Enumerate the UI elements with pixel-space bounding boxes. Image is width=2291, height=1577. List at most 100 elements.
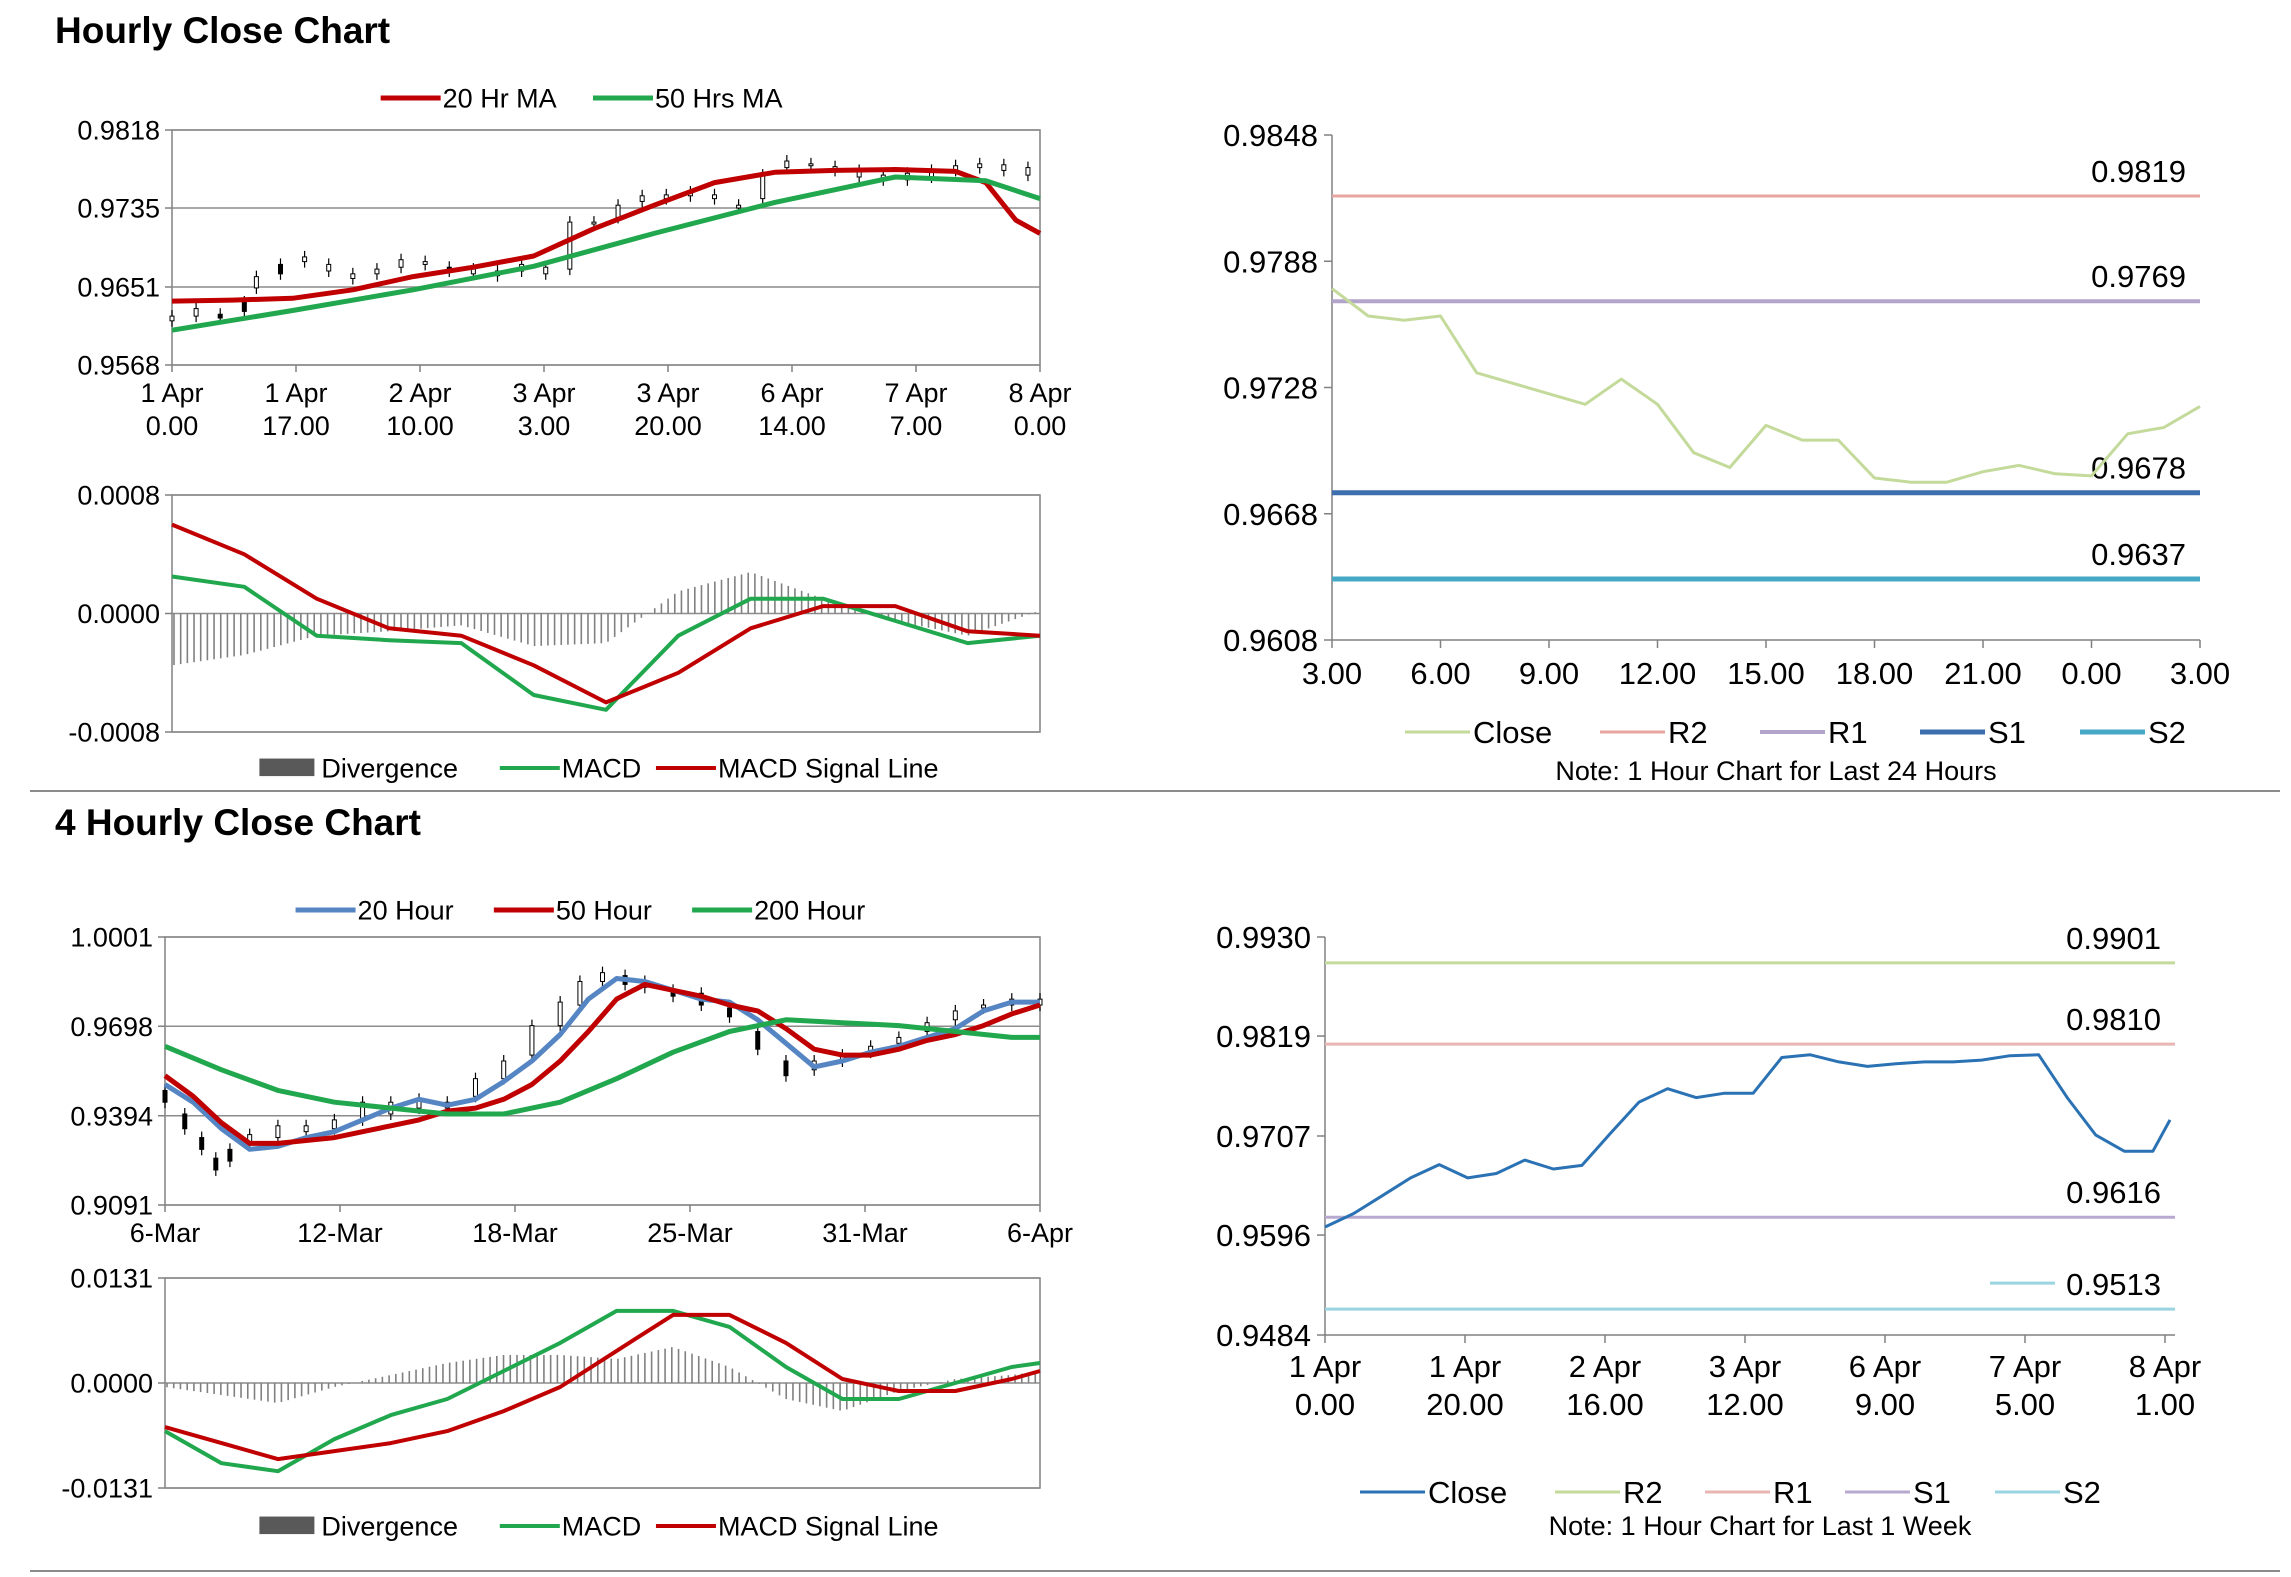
y-tick-label: 0.0131 bbox=[70, 1264, 153, 1294]
candle-body bbox=[760, 174, 766, 200]
x-tick-label: 6-Apr bbox=[1007, 1218, 1073, 1248]
candle-body bbox=[213, 1157, 219, 1171]
legend-label-s2: S2 bbox=[2148, 715, 2186, 750]
candle-body bbox=[727, 1007, 733, 1018]
candle-body bbox=[808, 163, 814, 167]
y-tick-label: 0.0000 bbox=[77, 599, 160, 629]
series-20-hour bbox=[163, 976, 1040, 1152]
candle-body bbox=[422, 261, 428, 265]
y-tick-label: 0.9818 bbox=[77, 116, 160, 146]
legend-label-divergence: Divergence bbox=[321, 754, 458, 784]
level-label-s1: 0.9678 bbox=[2091, 451, 2186, 486]
x-tick-label: 3.00 bbox=[1302, 656, 1362, 691]
x-tick-label: 7 Apr bbox=[1989, 1349, 2061, 1384]
candle-body bbox=[350, 273, 356, 280]
candle-body bbox=[1025, 167, 1031, 176]
legend-label-50-hrs-ma: 50 Hrs MA bbox=[655, 84, 783, 114]
y-tick-label: 0.9707 bbox=[1216, 1119, 1311, 1154]
legend-label-divergence: Divergence bbox=[321, 1512, 458, 1542]
candle-body bbox=[227, 1148, 233, 1162]
y-tick-label: 0.9596 bbox=[1216, 1218, 1311, 1253]
x-tick-label: 14.00 bbox=[758, 411, 826, 441]
candle-body bbox=[302, 256, 308, 263]
y-tick-label: 0.9848 bbox=[1223, 118, 1318, 153]
x-tick-label: 3.00 bbox=[518, 411, 571, 441]
candle-body bbox=[241, 301, 247, 312]
legend-label-s1: S1 bbox=[1988, 715, 2026, 750]
candle-body bbox=[615, 204, 621, 218]
y-tick-label: 0.9608 bbox=[1223, 623, 1318, 658]
candle-body bbox=[278, 263, 283, 275]
series-macd-signal-line bbox=[171, 522, 1041, 705]
candle-body bbox=[952, 1010, 958, 1021]
candle-body bbox=[639, 195, 645, 202]
series-close bbox=[1331, 287, 2201, 484]
candle-body bbox=[896, 1036, 902, 1044]
y-tick-label: 0.9568 bbox=[77, 351, 160, 381]
series-200-hour bbox=[164, 1017, 1040, 1117]
section-divider bbox=[30, 790, 2280, 792]
candle-body bbox=[981, 1004, 987, 1009]
y-tick-label: 0.9698 bbox=[70, 1012, 153, 1042]
x-tick-label: 8 Apr bbox=[2129, 1349, 2201, 1384]
series-macd bbox=[164, 1308, 1041, 1474]
legend-label-macd-signal-line: MACD Signal Line bbox=[718, 754, 939, 784]
bottom-divider bbox=[30, 1570, 2280, 1572]
candle-body bbox=[253, 276, 259, 289]
legend-label-close: Close bbox=[1428, 1475, 1507, 1510]
y-tick-label: 0.9668 bbox=[1223, 497, 1318, 532]
y-tick-label: 0.0000 bbox=[70, 1369, 153, 1399]
legend-swatch-divergence bbox=[259, 758, 315, 777]
x-tick-label: 6.00 bbox=[1410, 656, 1470, 691]
x-tick-label: 20.00 bbox=[1426, 1387, 1504, 1422]
legend-swatch-divergence bbox=[259, 1516, 315, 1535]
y-tick-label: 0.9735 bbox=[77, 194, 160, 224]
x-tick-label: 6-Mar bbox=[130, 1218, 201, 1248]
hourly-macd-chart: 0.0008 0.0000 -0.0008 Divergence MACD MACD Si… bbox=[68, 481, 1041, 784]
series-50-hour bbox=[163, 981, 1041, 1146]
x-tick-label: 3.00 bbox=[2170, 656, 2230, 691]
legend-label-macd: MACD bbox=[562, 754, 642, 784]
x-tick-label: 1.00 bbox=[2135, 1387, 2195, 1422]
series-macd bbox=[171, 574, 1041, 712]
x-tick-label: 18-Mar bbox=[472, 1218, 558, 1248]
x-tick-label: 10.00 bbox=[386, 411, 454, 441]
y-tick-label: 0.9394 bbox=[70, 1101, 153, 1131]
x-tick-label: 2 Apr bbox=[388, 378, 451, 408]
candle-body bbox=[472, 1078, 478, 1097]
candle-body bbox=[1001, 164, 1007, 171]
series-macd-signal-line bbox=[164, 1312, 1041, 1462]
legend-label-r2: R2 bbox=[1623, 1475, 1663, 1510]
legend-label-r2: R2 bbox=[1668, 715, 1708, 750]
x-tick-label: 3 Apr bbox=[512, 378, 575, 408]
level-label-s1: 0.9616 bbox=[2066, 1175, 2161, 1210]
y-tick-label: 0.9651 bbox=[77, 273, 160, 303]
candle-body bbox=[557, 1001, 563, 1027]
candle-body bbox=[600, 972, 605, 982]
legend-label-s2: S2 bbox=[2063, 1475, 2101, 1510]
x-tick-label: 25-Mar bbox=[647, 1218, 733, 1248]
y-tick-label: -0.0008 bbox=[68, 718, 160, 748]
candle-body bbox=[543, 266, 549, 275]
level-label-r1: 0.9810 bbox=[2066, 1002, 2161, 1037]
candle-body bbox=[326, 263, 332, 272]
candle-body bbox=[217, 313, 223, 319]
x-tick-label: 8 Apr bbox=[1008, 378, 1071, 408]
legend-label-macd-signal-line: MACD Signal Line bbox=[718, 1512, 939, 1542]
y-tick-label: 0.9484 bbox=[1216, 1318, 1311, 1353]
x-tick-label: 12.00 bbox=[1706, 1387, 1784, 1422]
x-tick-label: 5.00 bbox=[1995, 1387, 2055, 1422]
legend-label-r1: R1 bbox=[1773, 1475, 1813, 1510]
candle-body bbox=[331, 1119, 337, 1130]
legend-label-20-hr-ma: 20 Hr MA bbox=[443, 84, 557, 114]
legend-label-close: Close bbox=[1473, 715, 1552, 750]
legend-label-200-hour: 200 Hour bbox=[754, 896, 865, 926]
legend-label-macd: MACD bbox=[562, 1512, 642, 1542]
chart-note: Note: 1 Hour Chart for Last 1 Week bbox=[1549, 1511, 1972, 1541]
x-tick-label: 9.00 bbox=[1519, 656, 1579, 691]
series-50-hrs-ma bbox=[171, 174, 1041, 333]
candle-body bbox=[567, 221, 573, 270]
